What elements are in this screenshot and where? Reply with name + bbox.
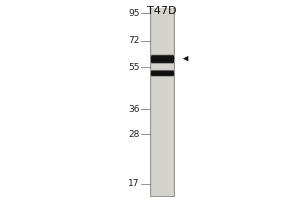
Bar (152, 8, 172, 196)
Text: 28: 28 (128, 130, 140, 139)
Text: 17: 17 (128, 179, 140, 188)
Bar (150, 8, 174, 196)
Text: 36: 36 (128, 105, 140, 114)
Text: 72: 72 (128, 36, 140, 45)
Text: T47D: T47D (147, 6, 177, 16)
Text: 55: 55 (128, 63, 140, 72)
Text: 95: 95 (128, 9, 140, 18)
